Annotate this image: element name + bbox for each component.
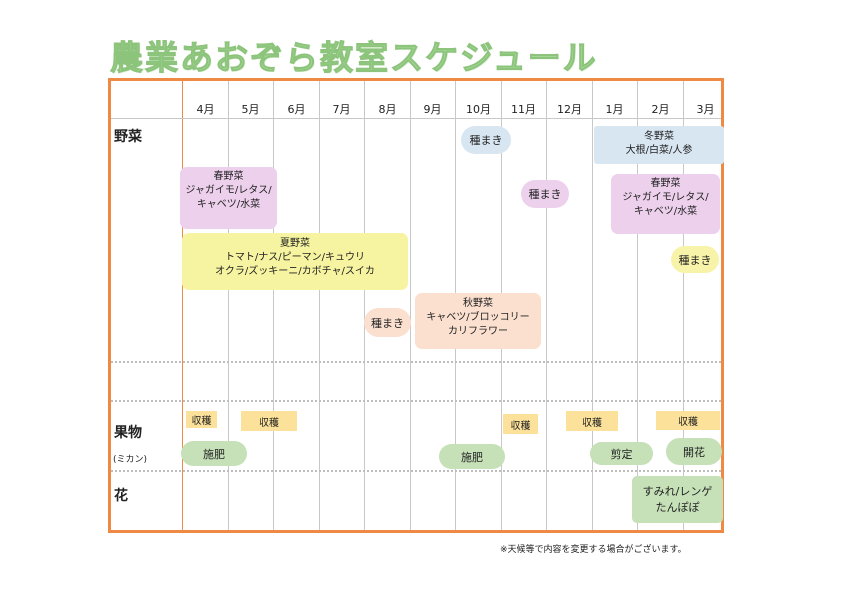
category-fruit: 果物 (114, 425, 142, 441)
page-title: 農業あおぞら教室スケジュール (110, 38, 598, 78)
box-items: たんぽぽ (655, 501, 700, 514)
box-title: 春野菜 (650, 178, 681, 189)
grid-line (592, 81, 593, 530)
flowers-box: すみれ/レンゲ たんぽぽ (632, 476, 723, 523)
month-label: 10月 (466, 103, 491, 116)
footnote: ※天候等で内容を変更する場合がございます。 (500, 545, 687, 555)
category-fruit-sub: (ミカン) (113, 455, 148, 465)
box-items: トマト/ナス/ピーマン/キュウリ (224, 252, 366, 263)
box-items: キャベツ/水菜 (196, 199, 261, 210)
box-items: キャベツ/水菜 (633, 206, 698, 217)
month-label: 7月 (332, 103, 351, 116)
box-title: 秋野菜 (463, 298, 493, 309)
month-label: 1月 (605, 103, 624, 116)
spring-vegetables-box: 春野菜 ジャガイモ/レタス/ キャベツ/水菜 (611, 174, 720, 234)
box-title: 春野菜 (213, 171, 244, 182)
box-items: キャベツ/ブロッコリー (426, 312, 530, 323)
grid-line (364, 81, 365, 530)
schedule-frame (108, 78, 724, 533)
box-items: カリフラワー (448, 326, 508, 337)
prune-badge: 剪定 (590, 442, 653, 465)
grid-line (319, 81, 320, 530)
sowing-badge: 種まき (461, 126, 511, 154)
grid-line (228, 81, 229, 530)
grid-line (273, 81, 274, 530)
month-label: 5月 (241, 103, 260, 116)
grid-line (683, 81, 684, 530)
box-title: 冬野菜 (644, 131, 674, 142)
summer-vegetables-box: 夏野菜 トマト/ナス/ピーマン/キュウリ オクラ/ズッキーニ/カボチャ/スイカ (182, 233, 408, 290)
autumn-vegetables-box: 秋野菜 キャベツ/ブロッコリー カリフラワー (415, 293, 541, 349)
grid-line (182, 81, 183, 530)
header-divider (111, 118, 721, 119)
grid-line (546, 81, 547, 530)
harvest-tag: 収穫 (566, 411, 618, 431)
harvest-tag: 収穫 (241, 411, 297, 431)
sowing-badge: 種まき (671, 246, 719, 273)
row-divider (111, 470, 721, 472)
spring-vegetables-box: 春野菜 ジャガイモ/レタス/ キャベツ/水菜 (180, 167, 277, 229)
row-divider (111, 400, 721, 402)
winter-vegetables-box: 冬野菜 大根/白菜/人参 (594, 126, 724, 164)
month-label: 6月 (287, 103, 306, 116)
fertilize-badge: 施肥 (181, 441, 247, 466)
category-vegetables: 野菜 (114, 129, 142, 145)
category-flowers: 花 (114, 488, 128, 504)
month-label: 3月 (696, 103, 715, 116)
grid-line (637, 81, 638, 530)
box-items: すみれ/レンゲ (642, 485, 713, 498)
harvest-tag: 収穫 (656, 411, 720, 430)
month-label: 8月 (378, 103, 397, 116)
harvest-tag: 収穫 (503, 414, 538, 434)
grid-line (410, 81, 411, 530)
month-label: 2月 (651, 103, 670, 116)
box-items: ジャガイモ/レタス/ (622, 192, 709, 203)
bloom-badge: 開花 (666, 438, 722, 465)
sowing-badge: 種まき (521, 180, 569, 208)
month-label: 9月 (423, 103, 442, 116)
box-title: 夏野菜 (280, 238, 310, 249)
sowing-badge: 種まき (364, 308, 411, 337)
box-items: ジャガイモ/レタス/ (185, 185, 272, 196)
row-divider (111, 361, 721, 363)
box-items: オクラ/ズッキーニ/カボチャ/スイカ (215, 266, 375, 277)
harvest-tag: 収穫 (186, 411, 217, 428)
box-items: 大根/白菜/人参 (625, 145, 693, 156)
month-label: 4月 (196, 103, 215, 116)
fertilize-badge: 施肥 (439, 444, 505, 469)
month-label: 11月 (511, 103, 536, 116)
month-label: 12月 (557, 103, 582, 116)
